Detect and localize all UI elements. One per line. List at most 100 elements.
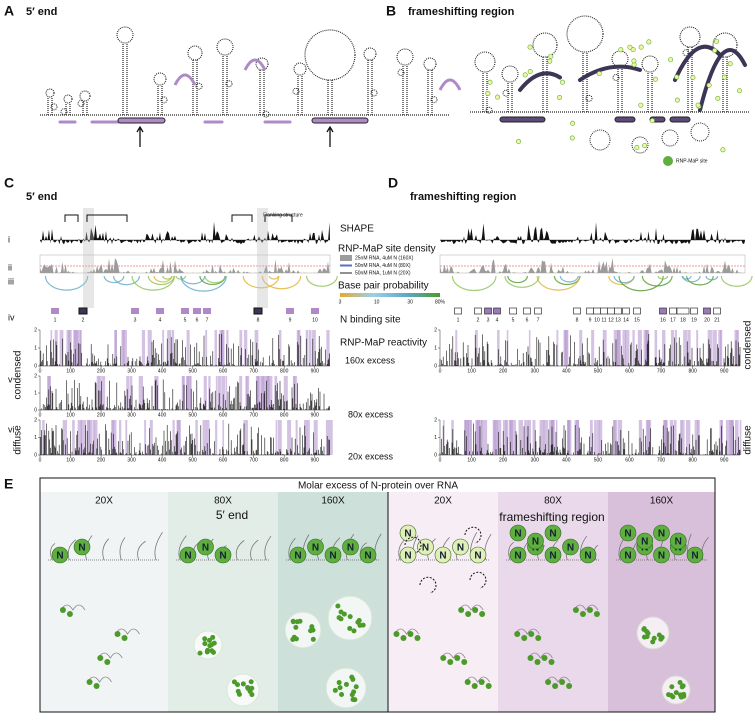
site-label: 8 — [576, 317, 579, 323]
rna-loop — [641, 55, 659, 73]
n-dot — [235, 682, 241, 688]
site-shade — [261, 376, 266, 410]
site-box — [659, 307, 667, 315]
site-shade — [548, 420, 552, 455]
rna-nt — [634, 145, 640, 151]
rna-nt — [522, 72, 528, 78]
rna-fragment — [440, 652, 466, 659]
column-label: 80X — [544, 496, 562, 507]
site-box — [690, 307, 698, 315]
site-shade — [729, 420, 733, 455]
rna-fragment — [514, 628, 540, 635]
rna-stem — [427, 70, 433, 115]
n-dot — [464, 679, 471, 685]
rna-stem — [122, 43, 128, 115]
n-glyph: N — [404, 529, 411, 540]
x-tick-label: 500 — [594, 368, 603, 374]
site-shade — [172, 420, 175, 455]
rna-nt — [487, 79, 493, 85]
n-glyph: N — [549, 551, 556, 562]
x-tick-label: 800 — [280, 457, 289, 463]
side-label: condensed — [13, 351, 24, 400]
bpp-arc — [131, 275, 176, 291]
site-shade — [326, 330, 330, 366]
x-tick-label: 100 — [66, 457, 75, 463]
frame — [39, 477, 716, 713]
site-shade — [112, 420, 117, 455]
site-shade — [68, 330, 72, 366]
rna-hairpin — [67, 539, 77, 561]
site-shade — [541, 420, 545, 455]
rna-nt — [527, 44, 533, 50]
site-shade — [313, 420, 318, 455]
rna-bulge — [60, 108, 68, 116]
x-tick-label: 600 — [219, 412, 228, 418]
row-label: v — [8, 374, 13, 384]
n-dot — [347, 614, 353, 620]
n-dot — [355, 619, 361, 625]
row-label: vi — [8, 424, 15, 434]
site-shade — [596, 420, 600, 455]
site-label: 1 — [457, 317, 460, 323]
site-shade — [617, 330, 621, 366]
droplet — [661, 675, 691, 705]
site-shade — [176, 420, 181, 455]
n-dot — [478, 679, 485, 685]
site-shade — [225, 376, 228, 410]
n-glyph: N — [532, 537, 539, 548]
n-glyph: N — [422, 543, 429, 554]
n-dot — [521, 635, 528, 641]
rna-stem — [507, 82, 513, 112]
y-tick-label: 2 — [434, 417, 437, 423]
n-dot — [400, 635, 407, 641]
y-tick-label: 0 — [34, 407, 37, 413]
bpp-arc — [112, 275, 141, 286]
site-shade — [681, 420, 685, 455]
rna-loop — [631, 136, 649, 154]
bpp-arc — [613, 275, 635, 284]
n-glyph: N — [439, 551, 446, 562]
site-label: 2 — [82, 317, 85, 323]
site-label: 10 — [594, 317, 600, 323]
x-tick-label: 600 — [625, 368, 634, 374]
n-dot — [349, 674, 355, 680]
site-shade — [205, 330, 208, 366]
site-shade — [149, 420, 153, 455]
site-shade — [482, 420, 488, 455]
y-tick-label: 0 — [434, 363, 437, 369]
n-dot — [559, 679, 566, 685]
site-label: 8 — [257, 317, 260, 323]
bpp-arc — [657, 275, 669, 280]
site-shade — [506, 330, 509, 366]
bpp-arc — [720, 275, 753, 287]
arrow — [136, 125, 144, 147]
rna-loop — [187, 45, 203, 61]
n-dot — [202, 641, 208, 647]
x-tick-label: 700 — [250, 368, 259, 374]
bpp-arc — [705, 275, 719, 281]
n-glyph: N — [641, 537, 648, 548]
site-box — [181, 308, 189, 314]
n-dot — [566, 683, 573, 689]
rna-nt — [668, 57, 674, 63]
track-trace — [440, 257, 745, 273]
rna-nt — [652, 76, 658, 82]
x-tick-label: 900 — [311, 412, 320, 418]
site-label: 5 — [512, 317, 515, 323]
n-glyph: N — [294, 551, 301, 562]
bpp-tick-label: 80% — [435, 299, 446, 305]
n-dot — [197, 650, 203, 656]
n-dot — [210, 634, 216, 640]
site-label: 6 — [196, 317, 199, 323]
site-shade — [305, 330, 309, 366]
site-shade — [83, 420, 87, 455]
y-tick-label: 0 — [34, 363, 37, 369]
rna-loop — [589, 129, 611, 151]
site-shade — [325, 420, 330, 455]
rna-nt — [630, 47, 636, 53]
rna-stem — [192, 60, 198, 115]
bpp-bar — [340, 293, 440, 297]
n-dot — [59, 607, 66, 613]
site-label: 18 — [680, 317, 686, 323]
site-box — [573, 307, 581, 315]
